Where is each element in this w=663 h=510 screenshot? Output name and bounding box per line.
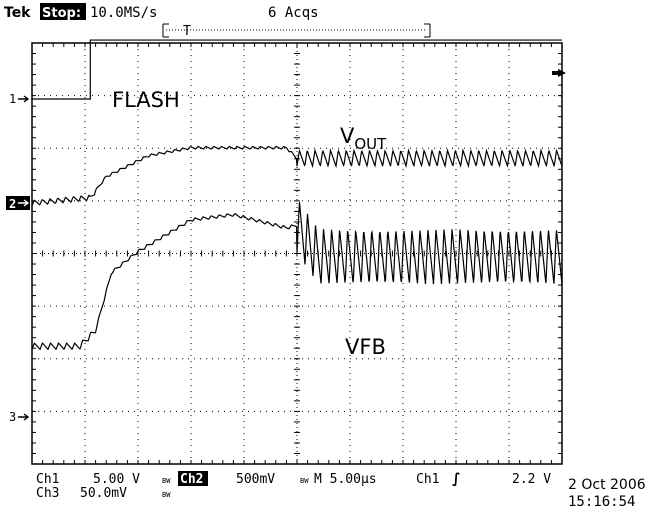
ch1-marker-arrow-icon bbox=[18, 95, 30, 103]
trigger-level-arrow-icon bbox=[552, 69, 566, 77]
trigger-position-marker: T bbox=[183, 24, 191, 39]
vout-annotation-main: V bbox=[340, 124, 355, 148]
waveform-traces bbox=[31, 39, 563, 351]
trace-vfb bbox=[31, 202, 563, 351]
ch3-bandwidth-limit-icon: BW bbox=[162, 491, 171, 499]
ch1-ground-marker: 1 bbox=[9, 92, 30, 106]
capture-time: 15:16:54 bbox=[568, 494, 635, 510]
ch2-marker-arrow-icon bbox=[18, 199, 30, 207]
acquisitions-text: 6 Acqs bbox=[268, 5, 319, 21]
trace-flash bbox=[32, 39, 562, 100]
vout-annotation: VOUT bbox=[340, 124, 387, 153]
timebase-readout: M 5.00µs bbox=[314, 472, 377, 487]
flash-annotation: FLASH bbox=[112, 88, 180, 112]
ch2-scale: 500mV bbox=[236, 472, 275, 487]
ch1-marker-label: 1 bbox=[9, 92, 16, 106]
trigger-slope-icon: ∫ bbox=[452, 471, 461, 487]
ch2-label-badge bbox=[178, 471, 208, 486]
run-state-badge bbox=[40, 3, 86, 20]
sample-rate-text: 10.0MS/s bbox=[90, 5, 157, 21]
trace-vout bbox=[31, 145, 563, 206]
ch1-bandwidth-limit-icon: BW bbox=[162, 477, 171, 485]
trigger-source: Ch1 bbox=[416, 472, 439, 487]
ch3-marker-arrow-icon bbox=[18, 413, 30, 421]
ch2-bandwidth-limit-icon: BW bbox=[300, 477, 309, 485]
trigger-level: 2.2 V bbox=[512, 472, 551, 487]
ch3-marker-label: 3 bbox=[9, 410, 16, 424]
capture-date: 2 Oct 2006 bbox=[568, 477, 646, 493]
ch2-ground-marker: 2 bbox=[6, 196, 30, 211]
ch1-scale: 5.00 V bbox=[93, 472, 140, 487]
ch3-scale: 50.0mV bbox=[80, 486, 127, 501]
vfb-annotation: VFB bbox=[345, 335, 386, 359]
brand-label: Tek bbox=[4, 5, 31, 21]
run-state-text: Stop: bbox=[42, 6, 81, 21]
ch1-label: Ch1 bbox=[36, 472, 59, 487]
ch3-label: Ch3 bbox=[36, 486, 59, 501]
vout-annotation-subscript: OUT bbox=[354, 135, 387, 153]
ch2-label: Ch2 bbox=[180, 472, 203, 487]
record-position-indicator bbox=[162, 23, 431, 38]
ch2-marker-label: 2 bbox=[9, 197, 16, 211]
ch3-ground-marker: 3 bbox=[9, 410, 30, 424]
